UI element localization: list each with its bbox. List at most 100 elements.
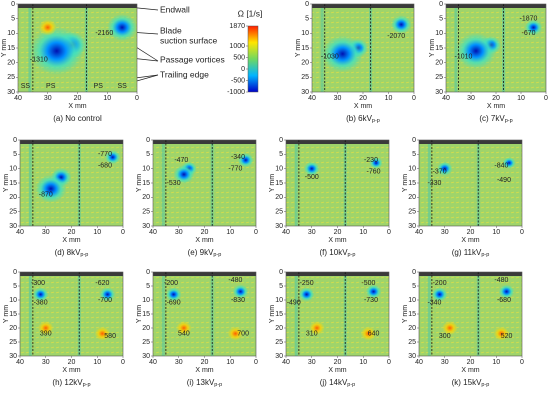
caption-text: (h) 12kV: [52, 378, 83, 387]
x-tick-label: 0: [520, 229, 524, 236]
x-tick-label: 20: [201, 229, 209, 236]
y-tick-label: 25: [142, 339, 150, 346]
y-tick-label: 10: [408, 166, 416, 173]
y-tick-label: 30: [301, 89, 309, 96]
passage-label: PS: [46, 83, 56, 90]
field-vectors: [153, 140, 256, 226]
y-tick-label: 15: [408, 311, 416, 318]
colorbar: [247, 25, 259, 93]
x-tick-label: 10: [385, 95, 393, 102]
vorticity-label: -250: [300, 280, 314, 287]
y-tick-label: 0: [11, 1, 15, 8]
vorticity-label: -680: [497, 297, 511, 304]
colorbar-tick-label: -1000: [227, 89, 245, 96]
y-tick-label: 30: [142, 223, 150, 230]
vorticity-label: -680: [98, 163, 112, 170]
x-tick-label: 40: [16, 229, 24, 236]
caption-text: (a) No control: [53, 114, 102, 123]
x-axis-label: X mm: [328, 237, 346, 244]
vorticity-label: -370: [433, 168, 447, 175]
vortex: [227, 326, 244, 341]
x-tick-label: 30: [42, 359, 50, 366]
vortex: [29, 26, 84, 76]
x-tick-label: 10: [103, 95, 111, 102]
contour-field: [419, 272, 522, 356]
vorticity-label: -480: [494, 277, 508, 284]
field-vectors: [419, 140, 522, 226]
y-tick-label: 20: [408, 325, 416, 332]
y-tick-label: 0: [439, 1, 443, 8]
x-axis-label: X mm: [62, 367, 80, 374]
y-tick-label: 20: [7, 60, 15, 67]
x-tick-label: 40: [149, 359, 157, 366]
x-tick-label: 20: [359, 95, 367, 102]
y-tick-label: 25: [435, 74, 443, 81]
y-tick-label: 20: [275, 325, 283, 332]
panel-caption: (e) 9kVp-p: [188, 248, 222, 258]
y-tick-label: 10: [7, 30, 15, 37]
y-tick-label: 20: [301, 60, 309, 67]
x-tick-label: 40: [282, 229, 290, 236]
x-tick-label: 20: [492, 95, 500, 102]
vorticity-label: -200: [433, 280, 447, 287]
y-tick-label: 0: [13, 137, 17, 144]
vorticity-label: -200: [164, 280, 178, 287]
x-axis-label: X mm: [195, 367, 213, 374]
y-tick-label: 0: [412, 137, 416, 144]
x-tick-label: 0: [544, 95, 548, 102]
x-tick-label: 0: [121, 359, 125, 366]
vorticity-label: 540: [178, 330, 190, 337]
vortex: [232, 284, 249, 299]
colorbar-tick-label: 500: [233, 54, 245, 61]
caption-text: (j) 14kV: [320, 378, 348, 387]
x-tick-label: 0: [412, 95, 416, 102]
y-axis-label: Y mm: [402, 305, 409, 323]
y-tick-label: 0: [279, 269, 283, 276]
x-tick-label: 10: [359, 229, 367, 236]
x-tick-label: 30: [441, 229, 449, 236]
vorticity-label: 640: [368, 330, 380, 337]
panel-caption: (h) 12kVp-p: [52, 378, 90, 388]
y-axis-label: Y mm: [269, 305, 276, 323]
vortex: [431, 287, 448, 302]
vortex: [94, 326, 111, 341]
x-tick-label: 20: [68, 359, 76, 366]
y-tick-label: 5: [439, 16, 443, 23]
vortex: [437, 161, 453, 176]
y-tick-label: 30: [275, 353, 283, 360]
y-tick-label: 30: [408, 353, 416, 360]
colorbar-tick-label: 1000: [229, 43, 245, 50]
panel-caption: (g) 11kVp-p: [452, 248, 490, 258]
vorticity-label: 310: [306, 330, 318, 337]
y-tick-label: 10: [435, 30, 443, 37]
x-tick-label: 0: [254, 359, 258, 366]
vortex: [498, 284, 515, 299]
y-tick-label: 20: [142, 325, 150, 332]
vorticity-label: -730: [364, 297, 378, 304]
x-axis-label: X mm: [328, 367, 346, 374]
colorbar-tick-label: 1870: [229, 23, 245, 30]
endwall: [286, 140, 389, 144]
y-tick-label: 10: [301, 30, 309, 37]
caption-subscript: p-p: [481, 382, 489, 388]
y-tick-label: 15: [435, 45, 443, 52]
vorticity-label: -1030: [321, 54, 339, 61]
passage-label: SS: [21, 83, 31, 90]
y-tick-label: 0: [305, 1, 309, 8]
vorticity-label: -620: [95, 280, 109, 287]
x-tick-label: 30: [334, 95, 342, 102]
x-tick-label: 20: [68, 229, 76, 236]
y-tick-label: 20: [9, 325, 17, 332]
endwall: [20, 272, 123, 276]
y-tick-label: 5: [146, 283, 150, 290]
x-tick-label: 40: [308, 95, 316, 102]
vortex: [99, 287, 116, 302]
blade-wake: [161, 272, 165, 356]
y-tick-label: 10: [142, 297, 150, 304]
contour-field: [312, 4, 414, 92]
y-tick-label: 20: [435, 60, 443, 67]
vorticity-label: -690: [167, 300, 181, 307]
vorticity-label: -300: [31, 280, 45, 287]
contour-field: [20, 140, 123, 226]
endwall: [446, 4, 546, 8]
